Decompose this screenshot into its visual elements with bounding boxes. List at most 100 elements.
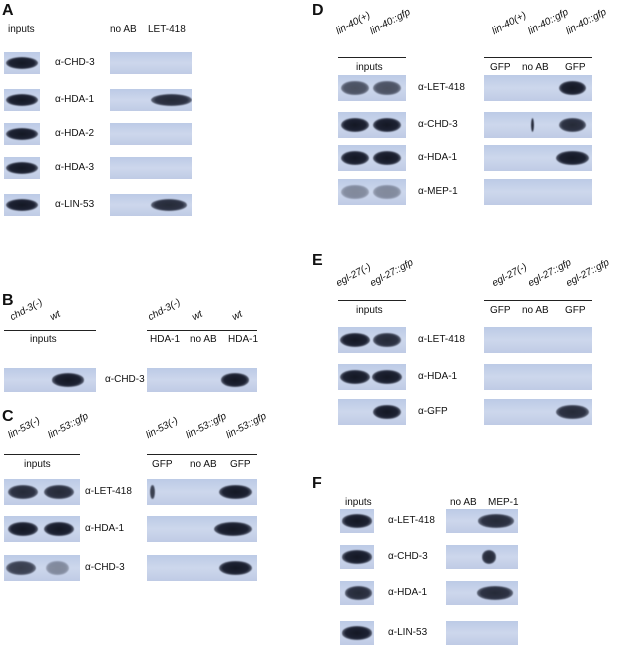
lane-label: no AB: [110, 24, 137, 35]
blot: [484, 364, 592, 390]
blot: [4, 89, 40, 111]
antibody-label: α-LIN-53: [55, 199, 95, 210]
lane-label: GFP: [230, 459, 251, 470]
divider: [484, 57, 592, 58]
antibody-label: α-HDA-2: [55, 128, 95, 139]
band: [43, 484, 74, 500]
strain-label: chd-3(-): [8, 296, 45, 324]
band: [7, 521, 39, 537]
blot: [446, 581, 518, 605]
band: [5, 56, 39, 70]
lane-label: GFP: [565, 305, 586, 316]
blot: [4, 52, 40, 74]
blot: [147, 516, 257, 542]
band: [371, 369, 403, 385]
blot: [147, 368, 257, 392]
band: [476, 586, 513, 600]
antibody-label: α-LET-418: [418, 82, 465, 93]
divider: [147, 454, 257, 455]
band: [339, 332, 371, 348]
blot: [338, 75, 406, 101]
blot: [446, 545, 518, 569]
strain-label: lin-53::gfp: [46, 410, 91, 442]
band: [43, 521, 74, 537]
antibody-label: α-LIN-53: [388, 627, 428, 638]
band: [5, 198, 39, 212]
strain-label: egl-27(-): [490, 261, 529, 290]
antibody-label: α-HDA-1: [55, 94, 95, 105]
blot: [4, 516, 80, 542]
blot: [484, 179, 592, 205]
antibody-label: α-HDA-1: [418, 152, 458, 163]
lane-label: no AB: [450, 497, 477, 508]
antibody-label: α-LET-418: [418, 334, 465, 345]
band: [482, 550, 497, 564]
antibody-label: α-LET-418: [85, 486, 132, 497]
antibody-label: α-CHD-3: [55, 57, 95, 68]
blot: [338, 364, 406, 390]
lane-label: GFP: [490, 62, 511, 73]
inputs-label: inputs: [8, 24, 35, 35]
strain-label: lin-53(-): [144, 415, 180, 442]
band: [373, 184, 401, 200]
blot: [110, 89, 192, 111]
blot: [4, 368, 96, 392]
blot: [446, 509, 518, 533]
inputs-label: inputs: [345, 497, 372, 508]
panel-letter: D: [312, 2, 324, 19]
lane-label: LET-418: [148, 24, 186, 35]
panel-letter: A: [2, 2, 14, 19]
lane-label: GFP: [490, 305, 511, 316]
antibody-label: α-LET-418: [388, 515, 435, 526]
band: [5, 93, 39, 107]
blot: [446, 621, 518, 645]
blot: [340, 621, 374, 645]
band: [5, 161, 39, 175]
strain-label: lin-53::gfp: [184, 410, 229, 442]
lane-label: no AB: [522, 62, 549, 73]
band: [213, 521, 253, 537]
strain-label: wt: [230, 308, 245, 324]
band: [151, 93, 192, 107]
strain-label: egl-27::gfp: [564, 257, 612, 290]
divider: [4, 454, 80, 455]
divider: [4, 330, 96, 331]
blot: [484, 112, 592, 138]
blot: [4, 555, 80, 581]
inputs-label: inputs: [30, 334, 57, 345]
strain-label: egl-27::gfp: [368, 257, 416, 290]
band: [556, 404, 589, 420]
antibody-label: α-GFP: [418, 406, 448, 417]
blot: [484, 145, 592, 171]
band: [5, 560, 36, 576]
band: [45, 560, 69, 576]
band: [341, 626, 373, 640]
band: [218, 484, 252, 500]
band: [5, 127, 39, 141]
strain-label: lin-40(+): [334, 10, 373, 38]
band: [372, 117, 402, 133]
inputs-label: inputs: [356, 305, 383, 316]
band: [478, 514, 515, 528]
blot: [338, 327, 406, 353]
blot: [338, 112, 406, 138]
antibody-label: α-HDA-1: [418, 371, 458, 382]
lane-label: HDA-1: [150, 334, 181, 345]
band: [556, 150, 589, 166]
blot: [4, 194, 40, 216]
antibody-label: α-HDA-1: [85, 523, 125, 534]
lane-label: no AB: [190, 334, 217, 345]
strain-label: lin-40::gfp: [526, 6, 571, 38]
blot: [110, 157, 192, 179]
blot: [340, 545, 374, 569]
band: [218, 560, 252, 576]
band: [559, 80, 587, 96]
band: [341, 550, 373, 564]
antibody-label: α-CHD-3: [388, 551, 428, 562]
inputs-label: inputs: [356, 62, 383, 73]
band: [339, 369, 371, 385]
panel-letter: E: [312, 252, 323, 269]
inputs-label: inputs: [24, 459, 51, 470]
blot: [340, 509, 374, 533]
band: [150, 484, 155, 500]
